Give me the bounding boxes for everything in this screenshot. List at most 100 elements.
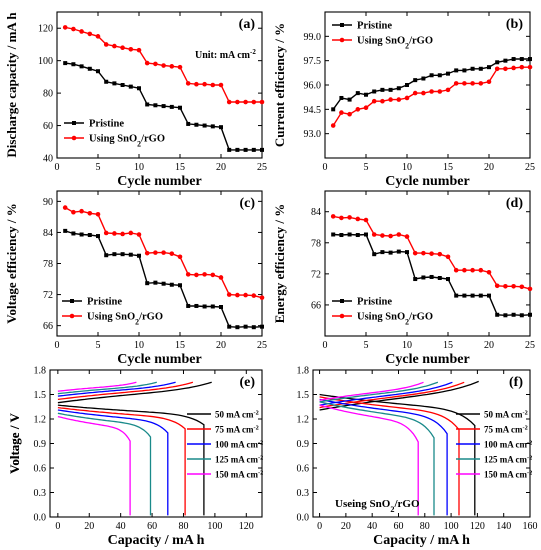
data-point	[371, 98, 377, 104]
data-point	[136, 232, 142, 237]
y-tick-label: 66	[311, 300, 321, 311]
legend-marker	[71, 135, 77, 141]
data-point	[104, 253, 109, 258]
data-point	[194, 272, 199, 278]
data-point	[487, 65, 491, 70]
data-point	[478, 267, 484, 273]
panel-letter: (e)	[239, 375, 255, 390]
data-point	[355, 107, 361, 112]
plot-frame	[56, 11, 263, 159]
data-point	[136, 47, 142, 53]
x-tick-label: 20	[84, 521, 94, 532]
data-point	[145, 281, 150, 286]
data-point	[112, 43, 117, 49]
data-point	[79, 64, 84, 69]
data-point	[412, 90, 418, 96]
data-point	[202, 272, 207, 277]
data-point	[413, 277, 418, 282]
y-tick-label: 66	[43, 321, 53, 332]
data-point	[421, 250, 426, 256]
legend-marker	[70, 299, 74, 303]
data-point	[396, 249, 401, 254]
legend-label: Using SnO2/rGO	[357, 312, 433, 327]
data-point	[112, 252, 117, 257]
x-tick-label: 20	[484, 162, 494, 173]
y-tick-label: 1.8	[297, 366, 310, 377]
data-point	[63, 61, 68, 66]
legend: Pristine Using SnO2/rGO	[64, 119, 165, 149]
data-point	[478, 293, 483, 298]
data-point	[95, 34, 101, 39]
legend-label: Using SnO2/rGO	[357, 36, 433, 51]
x-tick-label: 15	[443, 340, 453, 351]
y-tick-label: 78	[43, 259, 53, 270]
legend-label: Using SnO2/rGO	[89, 134, 165, 149]
charge-curve	[57, 381, 212, 404]
data-point	[330, 214, 336, 219]
legend-label: 150 mA cm-2	[484, 469, 532, 480]
panel-letter: (d)	[506, 196, 523, 211]
panel-d: 0 5 10 15 20 25 66 72 78 84 Cycle number Energy eff…	[272, 190, 535, 367]
y-tick-label: 97.5	[304, 56, 322, 67]
data-point	[161, 104, 166, 109]
x-tick-label: 0	[55, 162, 60, 173]
data-point	[260, 324, 264, 329]
data-point	[112, 231, 117, 236]
data-point	[153, 103, 158, 108]
y-axis-title: Voltage / V	[7, 413, 22, 474]
data-point	[96, 234, 100, 239]
data-point	[71, 209, 76, 215]
data-point	[527, 64, 533, 70]
data-point	[331, 232, 336, 237]
x-tick-label: 0	[323, 162, 328, 173]
data-point	[161, 250, 166, 255]
discharge-curve	[57, 409, 169, 516]
x-tick-label: 20	[484, 340, 494, 351]
data-point	[194, 81, 199, 87]
y-tick-label: 72	[43, 290, 53, 301]
data-point	[128, 230, 134, 236]
series-sno2-rgo	[62, 25, 265, 105]
data-point	[210, 272, 216, 278]
discharge-curve	[319, 401, 435, 516]
data-point	[462, 293, 467, 298]
data-point	[495, 60, 500, 65]
data-point	[95, 212, 101, 217]
data-point	[178, 105, 182, 110]
y-tick-label: 60	[43, 121, 53, 132]
data-point	[511, 312, 516, 317]
y-tick-label: 0.3	[34, 488, 47, 499]
legend-label: 125 mA cm-2	[215, 454, 263, 465]
data-point	[210, 82, 216, 88]
data-point	[79, 208, 84, 214]
data-point	[169, 104, 174, 109]
data-point	[364, 232, 368, 237]
data-point	[445, 87, 451, 93]
y-tick-label: 94.5	[304, 105, 322, 116]
y-tick-label: 1.8	[34, 366, 47, 377]
y-tick-label: 1.5	[297, 390, 310, 401]
x-tick-label: 0	[55, 340, 60, 351]
data-point	[227, 324, 232, 329]
data-point	[380, 87, 385, 92]
data-point	[421, 275, 426, 280]
data-point	[453, 81, 459, 86]
discharge-curve	[57, 412, 152, 516]
data-point	[63, 228, 68, 233]
data-point	[243, 324, 248, 329]
data-point	[243, 99, 248, 105]
data-point	[185, 81, 191, 86]
legend-label: 125 mA cm-2	[484, 454, 532, 465]
panel-b: 0 5 10 15 20 25 93.0 94.5 96.0 97.5 99.0 Cycle numb…	[272, 11, 535, 189]
legend-marker	[72, 121, 76, 125]
data-point	[503, 58, 508, 63]
x-tick-label: 160	[523, 521, 538, 532]
data-point	[388, 250, 393, 255]
discharge-curve	[57, 415, 131, 516]
y-tick-label: 72	[311, 269, 321, 280]
legend-label: 50 mA cm-2	[484, 409, 528, 420]
data-point	[62, 25, 68, 30]
data-point	[251, 147, 256, 152]
data-point	[454, 293, 459, 298]
